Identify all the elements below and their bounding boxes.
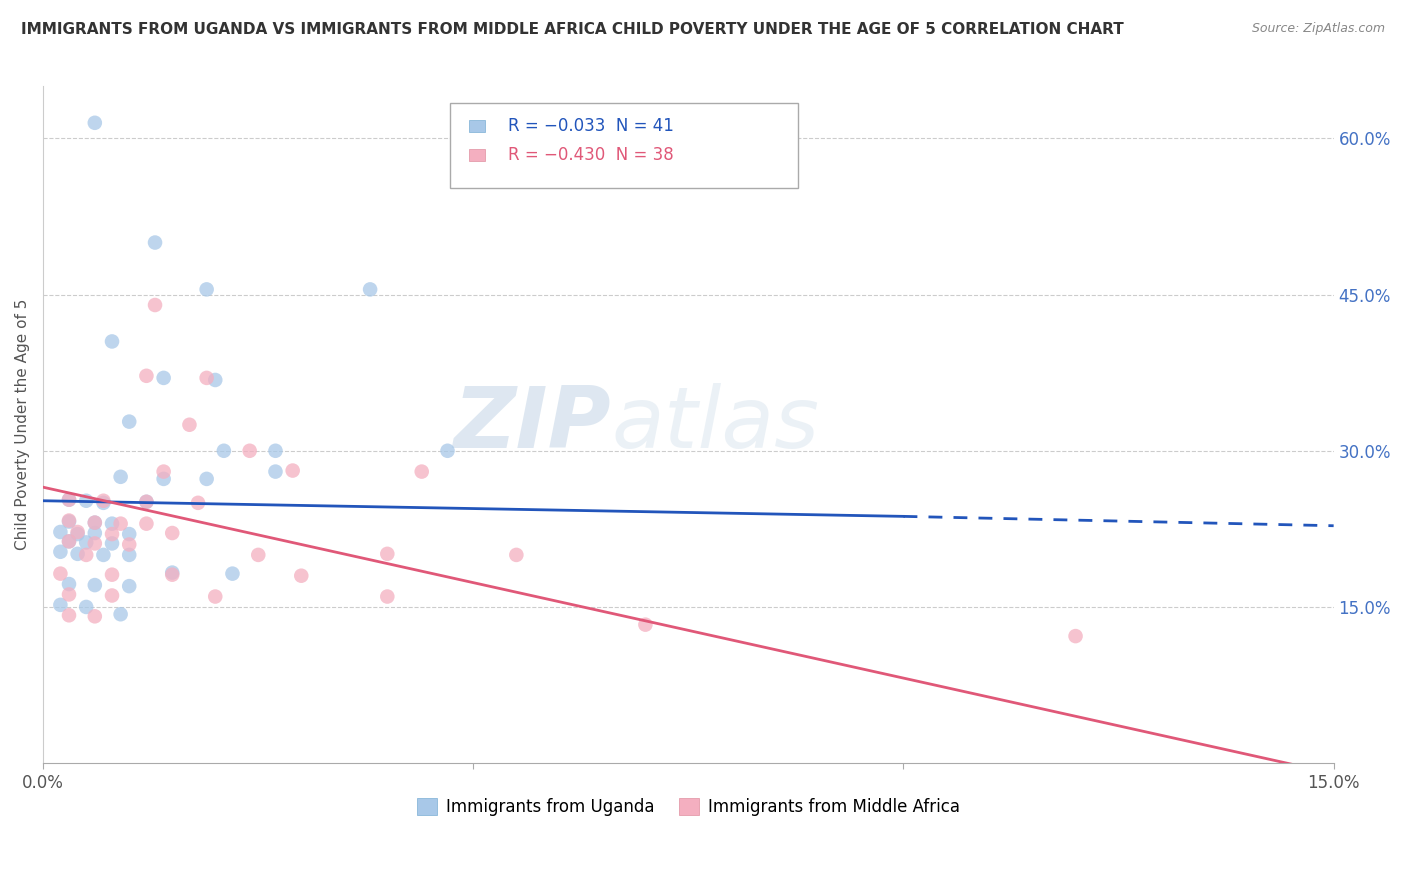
Point [1064, 629, 1087, 643]
Point [58, 514, 80, 528]
Point [101, 589, 124, 603]
Point [179, 417, 201, 432]
Point [93, 496, 115, 510]
Point [58, 577, 80, 591]
Point [49, 566, 72, 581]
Point [290, 568, 312, 582]
Point [101, 567, 124, 582]
Point [436, 443, 458, 458]
Point [187, 496, 209, 510]
Point [66, 527, 89, 541]
Point [49, 545, 72, 559]
Point [162, 566, 184, 580]
Point [375, 547, 398, 561]
Point [75, 599, 97, 614]
Point [195, 282, 218, 296]
Point [221, 566, 243, 581]
Point [75, 548, 97, 562]
Point [135, 516, 157, 531]
Point [634, 617, 657, 632]
Point [58, 492, 80, 507]
Point [93, 548, 115, 562]
Legend: Immigrants from Uganda, Immigrants from Middle Africa: Immigrants from Uganda, Immigrants from … [411, 791, 966, 822]
Point [101, 334, 124, 349]
Point [75, 493, 97, 508]
Point [83, 516, 105, 530]
Point [49, 598, 72, 612]
Point [93, 493, 115, 508]
Point [264, 443, 287, 458]
Point [204, 590, 226, 604]
Point [162, 567, 184, 582]
Point [505, 548, 527, 562]
Text: atlas: atlas [612, 384, 818, 467]
Point [58, 492, 80, 507]
Point [135, 368, 157, 383]
Point [83, 516, 105, 530]
Point [195, 472, 218, 486]
Point [75, 535, 97, 549]
Text: IMMIGRANTS FROM UGANDA VS IMMIGRANTS FROM MIDDLE AFRICA CHILD POVERTY UNDER THE : IMMIGRANTS FROM UGANDA VS IMMIGRANTS FRO… [21, 22, 1123, 37]
Point [118, 579, 141, 593]
Point [152, 371, 174, 385]
Point [110, 470, 132, 484]
Point [375, 590, 398, 604]
Point [66, 524, 89, 539]
Point [162, 526, 184, 541]
Point [143, 298, 166, 312]
Point [58, 608, 80, 623]
Point [110, 516, 132, 531]
Point [118, 548, 141, 562]
Point [411, 465, 433, 479]
Point [359, 282, 381, 296]
Point [58, 534, 80, 549]
Text: ZIP: ZIP [453, 384, 612, 467]
Text: Source: ZipAtlas.com: Source: ZipAtlas.com [1251, 22, 1385, 36]
Point [101, 527, 124, 541]
Point [204, 373, 226, 387]
Point [152, 472, 174, 486]
Point [247, 548, 270, 562]
Point [49, 524, 72, 539]
Point [118, 537, 141, 551]
Point [212, 443, 235, 458]
Point [135, 495, 157, 509]
Point [135, 495, 157, 509]
Point [83, 526, 105, 541]
Point [118, 527, 141, 541]
Point [83, 578, 105, 592]
FancyBboxPatch shape [450, 103, 799, 188]
FancyBboxPatch shape [470, 149, 485, 161]
Point [110, 607, 132, 622]
Point [83, 116, 105, 130]
Point [83, 609, 105, 624]
Point [143, 235, 166, 250]
FancyBboxPatch shape [470, 120, 485, 132]
Point [101, 536, 124, 550]
Y-axis label: Child Poverty Under the Age of 5: Child Poverty Under the Age of 5 [15, 299, 30, 550]
Point [239, 443, 262, 458]
Point [118, 415, 141, 429]
Point [83, 536, 105, 550]
Point [58, 515, 80, 529]
Point [58, 587, 80, 601]
Point [264, 465, 287, 479]
Point [195, 371, 218, 385]
Point [281, 464, 304, 478]
Point [152, 465, 174, 479]
Text: R = −0.033  N = 41: R = −0.033 N = 41 [508, 117, 673, 135]
Text: R = −0.430  N = 38: R = −0.430 N = 38 [508, 146, 673, 164]
Point [66, 547, 89, 561]
Point [58, 534, 80, 549]
Point [101, 516, 124, 531]
